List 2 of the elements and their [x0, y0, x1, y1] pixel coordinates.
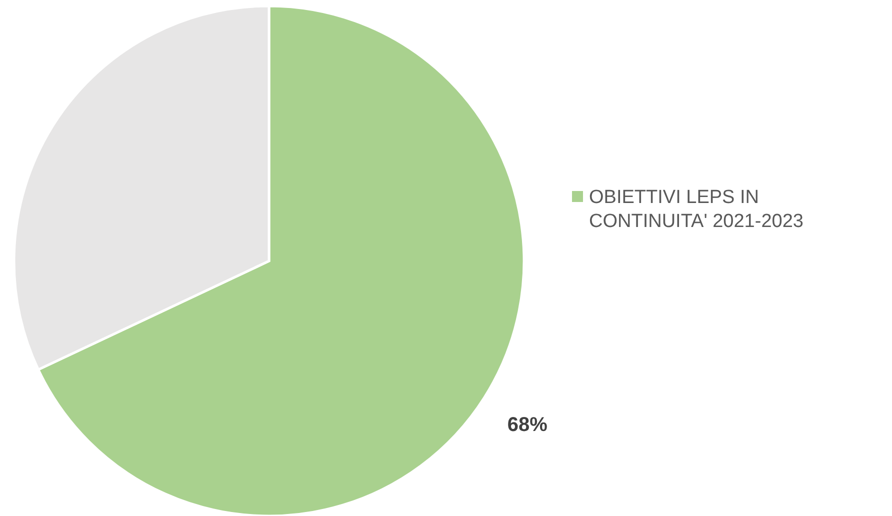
data-label: 68% — [507, 414, 548, 436]
legend-label: OBIETTIVI LEPS IN CONTINUITA' 2021-2023 — [589, 186, 804, 232]
